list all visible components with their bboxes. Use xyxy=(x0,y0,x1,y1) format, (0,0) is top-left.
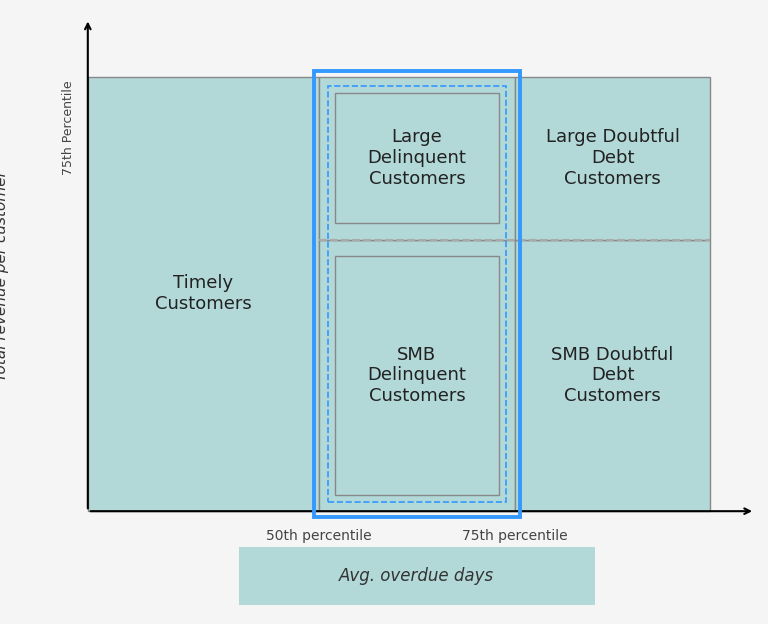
Text: Total revenue per customer: Total revenue per customer xyxy=(0,170,9,381)
Bar xyxy=(335,93,498,223)
Bar xyxy=(319,77,515,240)
Bar xyxy=(328,85,506,502)
Text: 50th percentile: 50th percentile xyxy=(266,529,372,544)
Text: 75th percentile: 75th percentile xyxy=(462,529,568,544)
Bar xyxy=(515,240,710,511)
Text: SMB Doubtful
Debt
Customers: SMB Doubtful Debt Customers xyxy=(551,346,674,405)
Bar xyxy=(515,77,710,240)
Text: Large Doubtful
Debt
Customers: Large Doubtful Debt Customers xyxy=(545,129,680,188)
Text: Large
Delinquent
Customers: Large Delinquent Customers xyxy=(368,129,466,188)
Text: Timely
Customers: Timely Customers xyxy=(155,275,252,313)
Bar xyxy=(88,77,319,511)
Text: SMB
Delinquent
Customers: SMB Delinquent Customers xyxy=(368,346,466,405)
Text: 75th Percentile: 75th Percentile xyxy=(62,80,75,175)
Bar xyxy=(239,547,595,605)
Text: Avg. overdue days: Avg. overdue days xyxy=(339,567,495,585)
Bar xyxy=(335,256,498,495)
Bar xyxy=(314,71,520,517)
Bar xyxy=(0,131,31,421)
Bar xyxy=(319,240,515,511)
